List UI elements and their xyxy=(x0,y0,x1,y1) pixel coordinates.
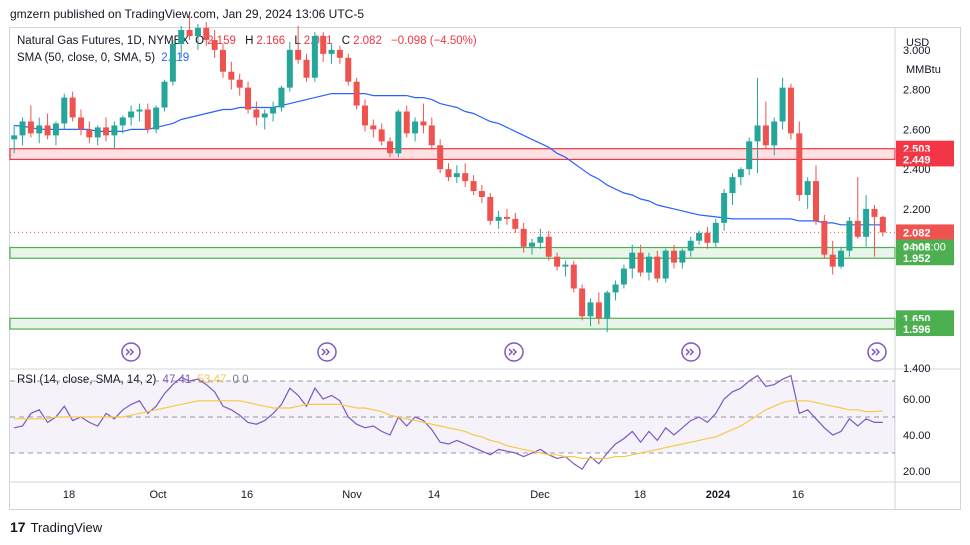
footer-brand: 17 TradingView xyxy=(10,519,102,535)
rsi-legend: RSI (14, close, SMA, 14, 2) 47.41 53.47 … xyxy=(17,374,252,386)
price-change: −0.098 (−4.50%) xyxy=(391,35,477,47)
currency-label[interactable]: USD xyxy=(906,37,930,49)
rsi-extra: 0 0 xyxy=(232,374,249,386)
rsi-sma-value: 53.47 xyxy=(197,374,227,386)
sma-label[interactable]: SMA (50, close, 0, SMA, 5) xyxy=(17,52,156,64)
sma-value: 2.119 xyxy=(161,52,190,64)
rsi-value: 47.41 xyxy=(162,374,192,386)
unit-label[interactable]: MMBtu xyxy=(906,64,941,76)
ohlc-low: L 2.061 xyxy=(294,35,333,47)
publisher-header: gmzern published on TradingView.com, Jan… xyxy=(10,7,364,21)
ohlc-high: H 2.166 xyxy=(245,35,286,47)
rsi-label[interactable]: RSI (14, close, SMA, 14, 2) xyxy=(17,374,157,386)
ohlc-close: C 2.082 xyxy=(341,35,382,47)
sma-legend: SMA (50, close, 0, SMA, 5) 2.119 xyxy=(17,52,192,64)
symbol-name[interactable]: Natural Gas Futures, 1D, NYMEX xyxy=(17,35,189,47)
chart-frame xyxy=(9,27,961,510)
tradingview-logo-icon: 17 xyxy=(10,519,26,535)
brand-name: TradingView xyxy=(30,519,103,535)
ohlc-open: O 2.159 xyxy=(195,35,236,47)
